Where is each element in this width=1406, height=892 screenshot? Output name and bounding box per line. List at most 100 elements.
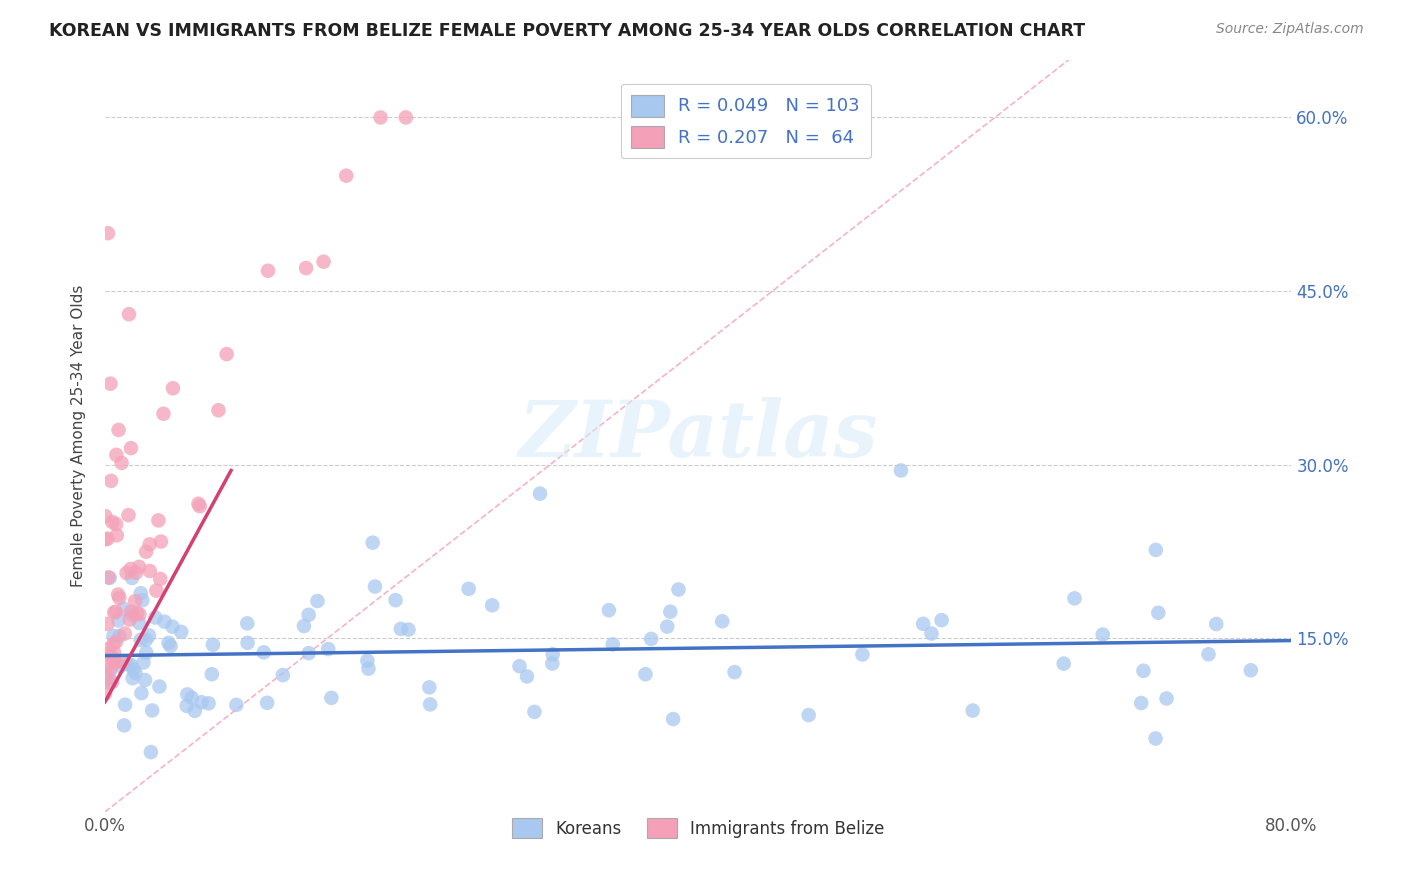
Point xyxy=(128,607,150,622)
Point xyxy=(162,620,184,634)
Point xyxy=(101,515,124,529)
Point xyxy=(176,687,198,701)
Point xyxy=(94,672,117,686)
Point xyxy=(134,673,156,687)
Point xyxy=(523,705,546,719)
Point xyxy=(236,636,259,650)
Point xyxy=(94,509,117,524)
Point xyxy=(108,629,131,643)
Point xyxy=(135,545,157,559)
Point xyxy=(357,662,380,676)
Point xyxy=(389,622,412,636)
Point xyxy=(298,607,321,622)
Point xyxy=(117,657,139,671)
Point xyxy=(602,637,624,651)
Point xyxy=(188,499,211,513)
Point xyxy=(138,628,160,642)
Point xyxy=(128,559,150,574)
Point xyxy=(541,647,564,661)
Point xyxy=(257,264,280,278)
Point xyxy=(1091,627,1114,641)
Point xyxy=(139,564,162,578)
Point xyxy=(118,307,141,321)
Point xyxy=(121,571,143,585)
Point xyxy=(851,648,873,662)
Point xyxy=(295,261,318,276)
Point xyxy=(148,680,170,694)
Point xyxy=(117,508,139,522)
Point xyxy=(105,634,128,648)
Point xyxy=(398,623,420,637)
Point xyxy=(110,659,132,673)
Point xyxy=(253,645,276,659)
Point xyxy=(395,111,418,125)
Point xyxy=(97,532,120,546)
Point xyxy=(356,654,378,668)
Point xyxy=(509,659,531,673)
Point xyxy=(96,657,118,672)
Point xyxy=(105,448,128,462)
Point xyxy=(121,671,143,685)
Point xyxy=(96,669,118,683)
Point xyxy=(797,708,820,723)
Point xyxy=(190,695,212,709)
Point xyxy=(1156,691,1178,706)
Point xyxy=(370,111,392,125)
Point xyxy=(659,605,682,619)
Point xyxy=(364,580,387,594)
Point xyxy=(94,687,117,701)
Point xyxy=(207,403,229,417)
Point xyxy=(98,667,121,681)
Point xyxy=(97,570,120,584)
Point xyxy=(120,605,142,619)
Point xyxy=(149,572,172,586)
Point xyxy=(103,606,125,620)
Point xyxy=(104,605,127,619)
Point xyxy=(256,696,278,710)
Point xyxy=(153,615,176,629)
Point xyxy=(97,642,120,657)
Point xyxy=(516,669,538,683)
Point xyxy=(114,698,136,712)
Point xyxy=(215,347,238,361)
Point xyxy=(101,675,124,690)
Point xyxy=(111,655,134,669)
Point xyxy=(1144,543,1167,558)
Point xyxy=(723,665,745,679)
Point xyxy=(138,537,160,551)
Point xyxy=(201,638,224,652)
Point xyxy=(184,704,207,718)
Point xyxy=(97,617,120,632)
Point xyxy=(298,646,321,660)
Point xyxy=(1147,606,1170,620)
Point xyxy=(157,636,180,650)
Point xyxy=(271,668,294,682)
Point xyxy=(135,646,157,660)
Point xyxy=(103,629,125,643)
Point xyxy=(541,657,564,671)
Legend: Koreans, Immigrants from Belize: Koreans, Immigrants from Belize xyxy=(505,811,891,845)
Point xyxy=(107,614,129,628)
Point xyxy=(100,661,122,675)
Point xyxy=(159,639,181,653)
Point xyxy=(131,686,153,700)
Point xyxy=(162,381,184,395)
Point xyxy=(312,254,335,268)
Point xyxy=(100,376,122,391)
Point xyxy=(145,610,167,624)
Point xyxy=(598,603,620,617)
Point xyxy=(114,626,136,640)
Point xyxy=(316,642,339,657)
Point xyxy=(225,698,247,712)
Point xyxy=(121,608,143,623)
Point xyxy=(170,624,193,639)
Point xyxy=(292,619,315,633)
Point xyxy=(1205,617,1227,632)
Point xyxy=(236,616,259,631)
Point xyxy=(125,607,148,621)
Point xyxy=(418,681,440,695)
Point xyxy=(100,649,122,664)
Point xyxy=(108,591,131,605)
Point xyxy=(384,593,406,607)
Point xyxy=(107,588,129,602)
